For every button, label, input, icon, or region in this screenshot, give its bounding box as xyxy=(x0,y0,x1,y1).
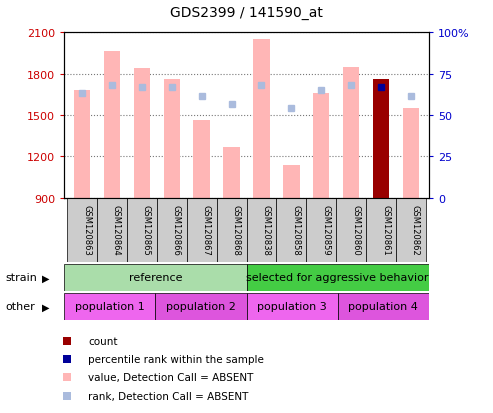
Bar xyxy=(157,198,187,262)
Bar xyxy=(127,198,157,262)
Text: population 1: population 1 xyxy=(75,301,144,312)
Text: GSM120858: GSM120858 xyxy=(291,205,300,256)
Bar xyxy=(313,94,329,198)
Text: GDS2399 / 141590_at: GDS2399 / 141590_at xyxy=(170,6,323,20)
Text: rank, Detection Call = ABSENT: rank, Detection Call = ABSENT xyxy=(88,391,249,401)
Bar xyxy=(64,264,246,291)
Bar xyxy=(193,121,210,198)
Bar xyxy=(246,293,338,320)
Bar xyxy=(246,198,277,262)
Bar xyxy=(223,147,240,198)
Bar xyxy=(336,198,366,262)
Text: percentile rank within the sample: percentile rank within the sample xyxy=(88,354,264,364)
Text: GSM120864: GSM120864 xyxy=(112,205,121,256)
Bar xyxy=(216,198,246,262)
Text: other: other xyxy=(5,301,35,312)
Text: ▶: ▶ xyxy=(42,273,49,283)
Bar xyxy=(134,69,150,198)
Text: count: count xyxy=(88,336,118,346)
Bar xyxy=(366,198,396,262)
Text: GSM120860: GSM120860 xyxy=(351,205,360,256)
Bar xyxy=(253,40,270,198)
Bar xyxy=(343,67,359,198)
Bar xyxy=(338,293,429,320)
Text: value, Detection Call = ABSENT: value, Detection Call = ABSENT xyxy=(88,373,254,382)
Text: GSM120863: GSM120863 xyxy=(82,205,91,256)
Text: GSM120861: GSM120861 xyxy=(381,205,390,256)
Bar xyxy=(283,165,300,198)
Text: GSM120859: GSM120859 xyxy=(321,205,330,256)
Bar xyxy=(104,52,120,198)
Text: GSM120868: GSM120868 xyxy=(232,205,241,256)
Bar xyxy=(277,198,306,262)
Text: GSM120865: GSM120865 xyxy=(142,205,151,256)
Bar xyxy=(64,293,155,320)
Bar xyxy=(403,109,419,198)
Bar xyxy=(187,198,216,262)
Text: strain: strain xyxy=(5,273,37,283)
Text: population 3: population 3 xyxy=(257,301,327,312)
Bar xyxy=(246,264,429,291)
Bar xyxy=(74,91,90,198)
Text: selected for aggressive behavior: selected for aggressive behavior xyxy=(246,273,429,283)
Text: reference: reference xyxy=(129,273,182,283)
Bar xyxy=(67,198,97,262)
Bar xyxy=(155,293,246,320)
Text: GSM120838: GSM120838 xyxy=(261,205,271,256)
Text: population 2: population 2 xyxy=(166,301,236,312)
Bar xyxy=(396,198,426,262)
Bar xyxy=(373,80,389,198)
Bar xyxy=(97,198,127,262)
Text: GSM120866: GSM120866 xyxy=(172,205,181,256)
Bar xyxy=(306,198,336,262)
Text: population 4: population 4 xyxy=(349,301,418,312)
Text: ▶: ▶ xyxy=(42,301,49,312)
Text: GSM120862: GSM120862 xyxy=(411,205,420,256)
Text: GSM120867: GSM120867 xyxy=(202,205,211,256)
Bar xyxy=(164,80,180,198)
